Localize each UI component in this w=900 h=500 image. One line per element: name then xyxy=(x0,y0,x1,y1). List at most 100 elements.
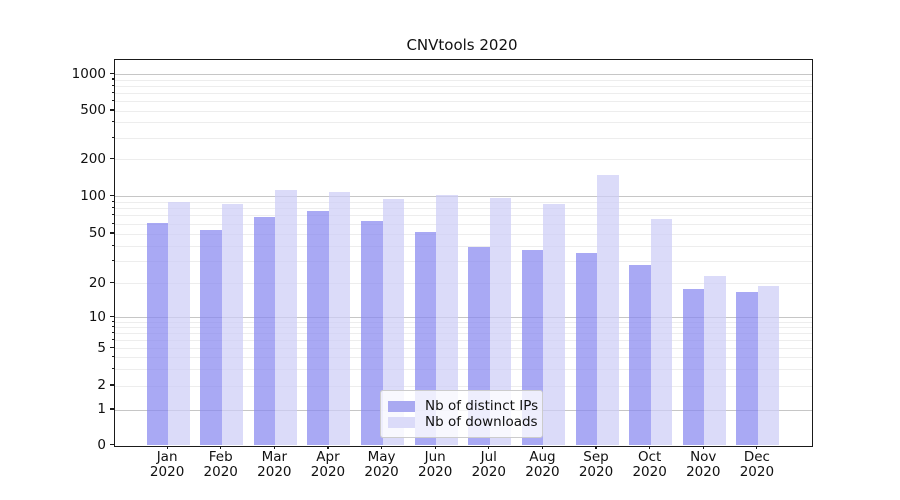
y-minor-tick-40 xyxy=(111,244,114,246)
x-tick-label-jun-2020: Jun 2020 xyxy=(418,449,453,480)
bar-nb-of-downloads-sep-2020 xyxy=(597,174,619,446)
y-minor-tick-400 xyxy=(111,121,114,123)
gridline-minor-600 xyxy=(114,100,812,102)
bar-nb-of-downloads-mar-2020 xyxy=(275,189,297,446)
y-minor-tick-7 xyxy=(111,332,114,334)
y-minor-tick-30 xyxy=(111,260,114,262)
y-tick-1000 xyxy=(110,72,114,75)
x-tick-label-feb-2020: Feb 2020 xyxy=(203,449,238,480)
x-tick-jan-2020 xyxy=(166,445,168,449)
x-tick-mar-2020 xyxy=(273,445,275,449)
y-minor-tick-70 xyxy=(111,214,114,216)
y-minor-tick-4 xyxy=(111,356,114,358)
legend-label-distinct-ips: Nb of distinct IPs xyxy=(425,398,539,414)
x-tick-aug-2020 xyxy=(541,445,543,449)
gridline-major-1000 xyxy=(114,74,812,75)
bar-nb-of-distinct-ips-may-2020 xyxy=(361,220,383,446)
gridline-minor-3 xyxy=(114,368,812,370)
legend-label-downloads: Nb of downloads xyxy=(425,414,538,430)
gridline-major-100 xyxy=(114,196,812,198)
gridline-minor-400 xyxy=(114,122,812,124)
chart-title: CNVtools 2020 xyxy=(406,36,518,54)
gridline-minor-60 xyxy=(114,223,812,225)
gridline-minor-7 xyxy=(114,333,812,335)
y-minor-tick-60 xyxy=(111,222,114,224)
bar-nb-of-downloads-apr-2020 xyxy=(328,191,351,446)
gridline-minor-6 xyxy=(114,340,812,342)
bar-nb-of-downloads-dec-2020 xyxy=(757,286,780,446)
gridline-major-10 xyxy=(114,317,812,319)
bar-nb-of-downloads-nov-2020 xyxy=(704,276,726,446)
y-tick-100 xyxy=(110,195,114,197)
y-tick-label-5: 5 xyxy=(97,339,106,356)
y-tick-5 xyxy=(110,347,114,349)
y-tick-label-2: 2 xyxy=(97,377,106,393)
x-tick-label-dec-2020: Dec 2020 xyxy=(739,449,775,480)
gridline-minor-8 xyxy=(114,327,812,329)
x-tick-label-jan-2020: Jan 2020 xyxy=(149,449,185,480)
x-tick-feb-2020 xyxy=(220,445,222,449)
legend-item-distinct-ips: Nb of distinct IPs xyxy=(381,398,542,414)
bar-nb-of-downloads-aug-2020 xyxy=(543,204,565,446)
gridline-minor-9 xyxy=(114,321,812,323)
bar-nb-of-downloads-jul-2020 xyxy=(489,197,512,446)
gridline-minor-5 xyxy=(114,348,812,350)
y-tick-20 xyxy=(110,282,114,284)
y-tick-2 xyxy=(110,384,114,386)
bar-nb-of-distinct-ips-mar-2020 xyxy=(253,217,276,446)
y-tick-label-200: 200 xyxy=(80,150,106,167)
x-tick-label-jul-2020: Jul 2020 xyxy=(471,449,506,480)
x-tick-label-oct-2020: Oct 2020 xyxy=(632,449,667,480)
y-tick-label-10: 10 xyxy=(88,308,106,325)
y-minor-tick-8 xyxy=(111,326,114,328)
gridline-minor-2 xyxy=(114,385,812,387)
x-tick-jul-2020 xyxy=(488,445,490,449)
y-tick-label-100: 100 xyxy=(80,187,106,204)
y-tick-10 xyxy=(110,316,114,318)
x-tick-label-mar-2020: Mar 2020 xyxy=(257,449,292,480)
gridline-minor-90 xyxy=(114,201,812,203)
y-tick-label-20: 20 xyxy=(88,274,106,291)
gridline-minor-20 xyxy=(114,283,812,285)
x-tick-apr-2020 xyxy=(327,445,329,449)
y-minor-tick-300 xyxy=(111,136,114,138)
y-minor-tick-700 xyxy=(111,91,114,93)
gridline-minor-800 xyxy=(114,85,812,87)
y-minor-tick-800 xyxy=(111,84,114,86)
y-tick-200 xyxy=(110,158,114,160)
y-tick-label-500: 500 xyxy=(80,102,106,118)
bar-nb-of-distinct-ips-jan-2020 xyxy=(146,223,169,446)
x-tick-oct-2020 xyxy=(649,445,651,449)
x-tick-label-nov-2020: Nov 2020 xyxy=(686,449,721,480)
y-minor-tick-3 xyxy=(111,367,114,370)
y-tick-500 xyxy=(110,109,114,111)
bar-nb-of-downloads-jan-2020 xyxy=(168,202,190,446)
x-tick-jun-2020 xyxy=(434,445,436,449)
x-tick-nov-2020 xyxy=(702,445,704,449)
x-tick-sep-2020 xyxy=(595,445,597,449)
y-tick-label-0: 0 xyxy=(97,436,106,453)
gridline-minor-50 xyxy=(114,233,812,235)
y-minor-tick-9 xyxy=(111,320,114,322)
y-tick-1 xyxy=(110,408,114,410)
x-tick-label-may-2020: May 2020 xyxy=(364,449,399,480)
plot-area xyxy=(113,59,813,447)
x-tick-label-sep-2020: Sep 2020 xyxy=(578,449,614,480)
y-minor-tick-900 xyxy=(111,78,114,80)
bar-nb-of-distinct-ips-feb-2020 xyxy=(200,229,222,446)
legend-swatch-distinct-ips-icon xyxy=(388,400,415,412)
gridline-minor-300 xyxy=(114,137,812,139)
bar-nb-of-distinct-ips-apr-2020 xyxy=(307,210,329,446)
gridline-minor-500 xyxy=(114,110,812,112)
y-tick-0 xyxy=(110,443,114,446)
gridline-minor-70 xyxy=(114,215,812,217)
x-tick-label-apr-2020: Apr 2020 xyxy=(310,449,346,480)
y-tick-label-1: 1 xyxy=(97,401,106,417)
y-minor-tick-80 xyxy=(111,207,114,209)
bar-nb-of-downloads-may-2020 xyxy=(382,199,405,446)
gridline-minor-40 xyxy=(114,245,812,247)
bar-nb-of-distinct-ips-dec-2020 xyxy=(736,291,758,446)
y-tick-50 xyxy=(110,232,114,234)
bar-nb-of-distinct-ips-nov-2020 xyxy=(682,288,705,446)
